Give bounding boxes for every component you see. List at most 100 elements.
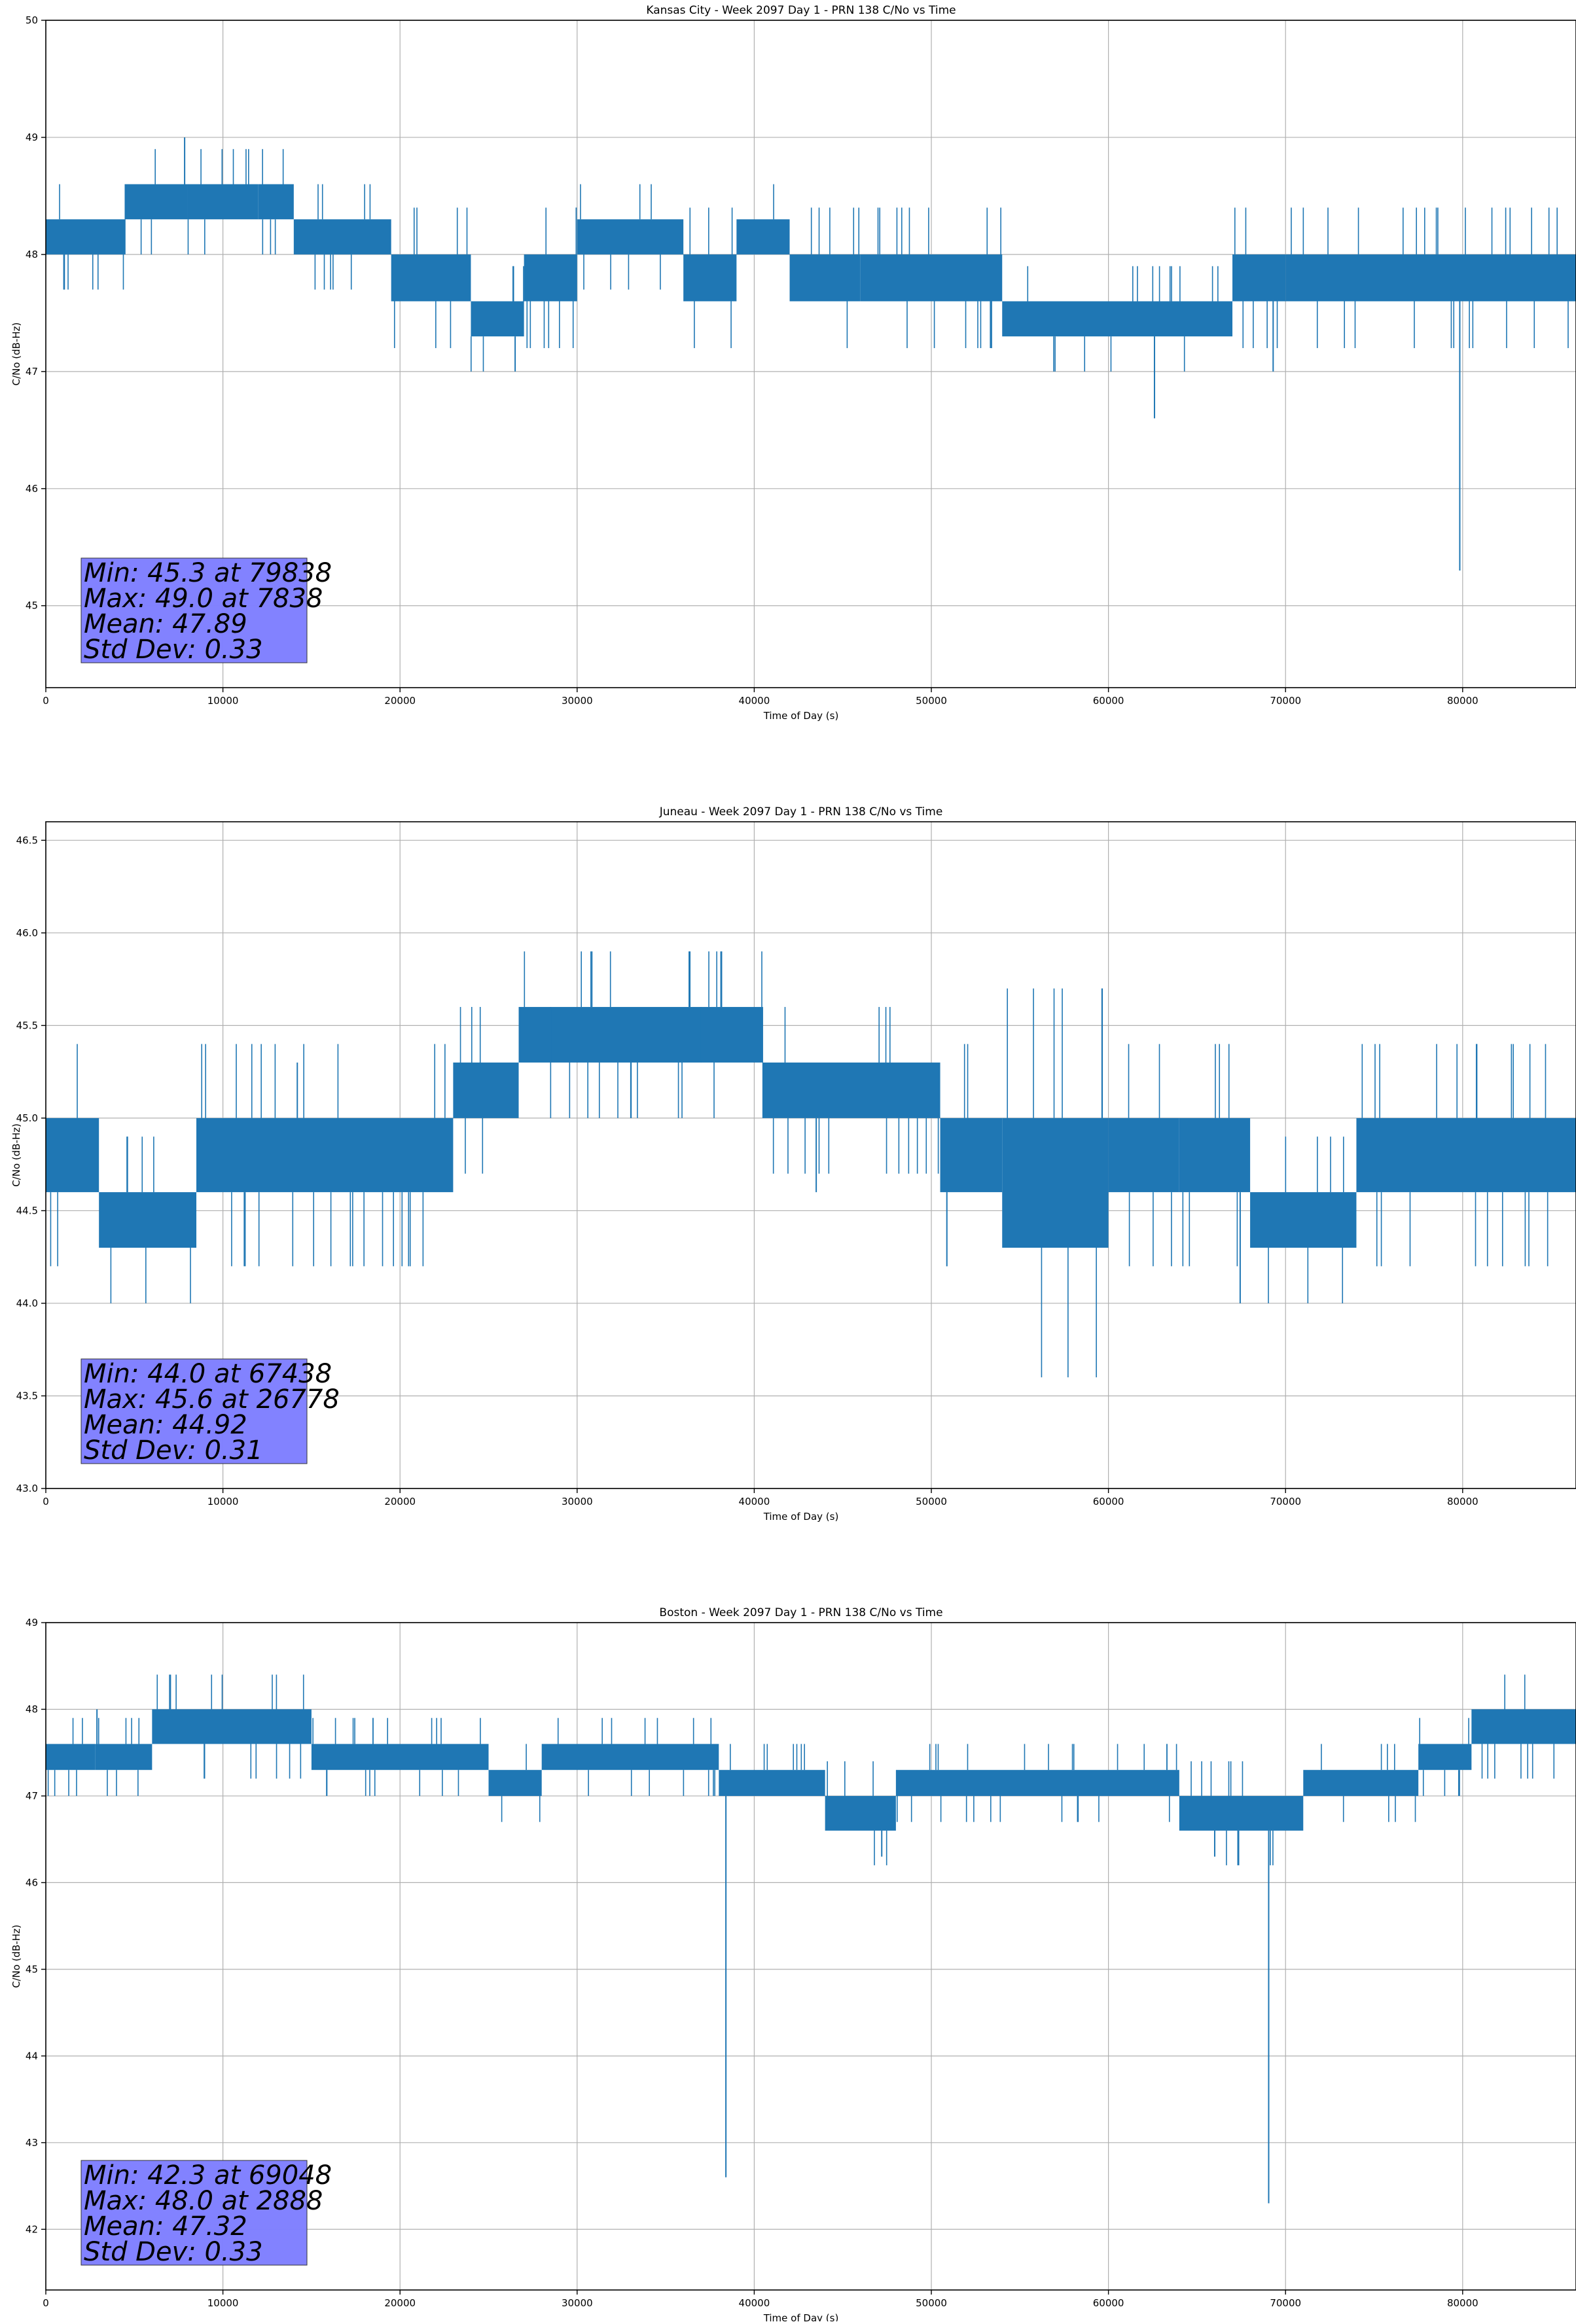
y-tick-label: 46.5 <box>16 834 38 846</box>
x-tick-label: 10000 <box>207 1496 239 1507</box>
data-band <box>1285 254 1576 302</box>
data-band <box>1250 1192 1357 1248</box>
stats-line: Max: 49.0 at 7838 <box>84 584 323 614</box>
y-axis-label: C/No (dB-Hz) <box>10 1925 22 1988</box>
data-band <box>825 1795 896 1831</box>
y-tick-label: 43.0 <box>16 1483 38 1494</box>
data-band <box>471 301 524 337</box>
x-tick-label: 50000 <box>916 695 947 707</box>
stats-box <box>81 557 308 663</box>
y-tick-label: 45.5 <box>16 1019 38 1031</box>
y-tick-label: 44.5 <box>16 1205 38 1216</box>
y-tick-label: 43 <box>26 2137 38 2149</box>
data-band <box>293 219 391 255</box>
stats-line: Std Dev: 0.31 <box>84 1435 263 1466</box>
y-tick-label: 50 <box>26 14 38 26</box>
y-axis-label: C/No (dB-Hz) <box>10 1123 22 1187</box>
chart-panel: 0 10000 20000 30000 40000 50000 60000 70000 8000… <box>10 4 1576 722</box>
series-line <box>46 137 1576 571</box>
x-tick-label: 60000 <box>1093 695 1124 707</box>
series-line <box>46 1674 1576 2204</box>
data-band <box>1303 1770 1419 1796</box>
data-band <box>46 1744 96 1770</box>
x-tick-label: 70000 <box>1270 695 1301 707</box>
stats-line: Std Dev: 0.33 <box>84 2237 263 2267</box>
y-tick-label: 45 <box>26 1963 38 1975</box>
y-tick-label: 49 <box>26 1617 38 1629</box>
stats-line: Min: 45.3 at 79838 <box>84 558 332 588</box>
data-band <box>1356 1118 1576 1193</box>
data-band <box>453 1062 519 1118</box>
x-tick-label: 50000 <box>916 2297 947 2309</box>
data-band <box>488 1770 542 1796</box>
stats-line: Mean: 47.89 <box>84 609 247 639</box>
chart-title: Kansas City - Week 2097 Day 1 - PRN 138 … <box>646 4 956 17</box>
data-band <box>46 219 126 255</box>
stats-line: Min: 42.3 at 69048 <box>84 2160 332 2191</box>
y-tick-label: 44.0 <box>16 1297 38 1309</box>
x-tick-label: 10000 <box>207 695 239 707</box>
data-band <box>860 254 1003 302</box>
data-band <box>125 184 188 220</box>
y-tick-label: 42 <box>26 2223 38 2235</box>
y-tick-label: 46 <box>26 1876 38 1888</box>
data-band <box>518 1007 763 1063</box>
data-band <box>577 219 684 255</box>
data-band <box>187 184 259 220</box>
x-tick-label: 30000 <box>562 2297 593 2309</box>
y-tick-label: 45 <box>26 600 38 612</box>
data-band <box>789 254 861 302</box>
data-band <box>196 1118 454 1193</box>
data-band <box>719 1770 825 1796</box>
stats-line: Std Dev: 0.33 <box>84 635 263 665</box>
data-band <box>1471 1709 1576 1744</box>
x-tick-label: 60000 <box>1093 1496 1124 1507</box>
data-band <box>1002 1118 1109 1248</box>
data-band <box>391 254 471 302</box>
axes-frame <box>45 20 1576 688</box>
data-band <box>311 1744 489 1770</box>
x-axis-label: Time of Day (s) <box>763 2312 839 2321</box>
x-tick-label: 40000 <box>739 2297 770 2309</box>
stats-line: Max: 45.6 at 26778 <box>84 1384 340 1415</box>
x-tick-label: 0 <box>43 1496 49 1507</box>
data-band <box>524 254 577 302</box>
y-tick-label: 47 <box>26 366 38 378</box>
data-band <box>1179 1795 1304 1831</box>
y-tick-label: 45.0 <box>16 1112 38 1124</box>
x-tick-label: 70000 <box>1270 2297 1301 2309</box>
x-tick-label: 40000 <box>739 695 770 707</box>
data-band <box>895 1770 1179 1796</box>
x-tick-label: 80000 <box>1447 2297 1478 2309</box>
x-tick-label: 10000 <box>207 2297 239 2309</box>
x-tick-label: 30000 <box>562 1496 593 1507</box>
data-band <box>1002 301 1233 337</box>
data-band <box>1232 254 1286 302</box>
y-tick-label: 48 <box>26 1703 38 1715</box>
x-tick-label: 50000 <box>916 1496 947 1507</box>
axes-frame <box>45 821 1576 1489</box>
data-band <box>95 1744 152 1770</box>
stats-line: Max: 48.0 at 2888 <box>84 2186 323 2216</box>
x-tick-label: 0 <box>43 695 49 707</box>
chart-panel: 0 10000 20000 30000 40000 50000 60000 70000 8000… <box>10 1606 1576 2324</box>
x-tick-label: 60000 <box>1093 2297 1124 2309</box>
data-band <box>99 1192 197 1248</box>
x-tick-label: 80000 <box>1447 1496 1478 1507</box>
y-tick-label: 47 <box>26 1790 38 1802</box>
chart-title: Boston - Week 2097 Day 1 - PRN 138 C/No … <box>659 1606 942 1619</box>
x-axis-label: Time of Day (s) <box>763 1511 839 1523</box>
data-band <box>762 1062 940 1118</box>
axes-frame <box>45 1622 1576 2291</box>
stats-line: Mean: 47.32 <box>84 2211 247 2242</box>
data-band <box>1179 1118 1251 1193</box>
data-band <box>258 184 294 220</box>
series-line <box>46 951 1576 1378</box>
y-tick-label: 43.5 <box>16 1390 38 1401</box>
x-tick-label: 30000 <box>562 695 593 707</box>
data-band <box>541 1744 719 1770</box>
data-band <box>46 1118 99 1193</box>
stats-box <box>81 1358 308 1464</box>
